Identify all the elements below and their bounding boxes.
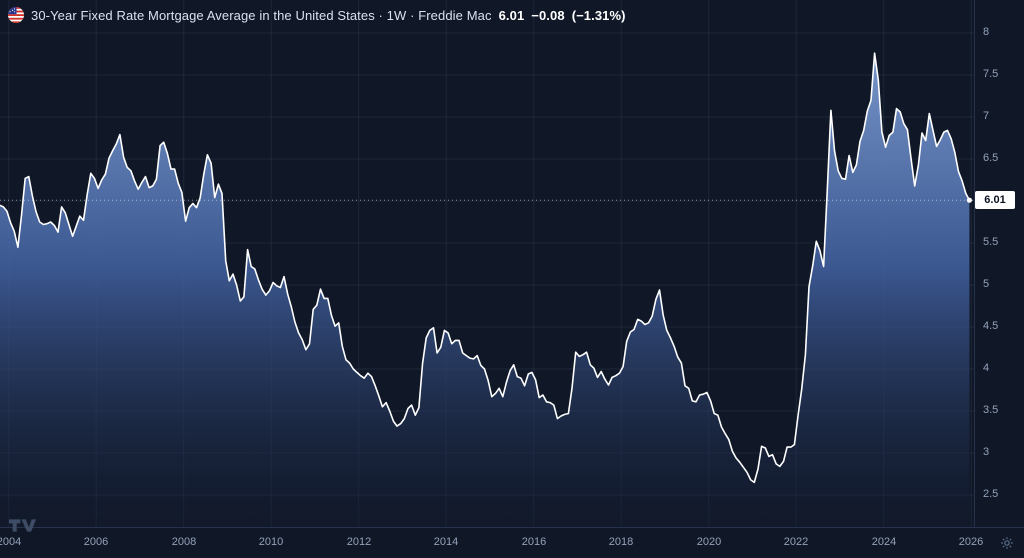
time-axis-tick: 2020 bbox=[696, 536, 722, 548]
time-axis-tick: 2004 bbox=[0, 536, 22, 548]
current-price-label: 6.01 bbox=[975, 191, 1015, 209]
time-axis-tick: 2014 bbox=[433, 536, 459, 548]
time-axis-tick: 2026 bbox=[958, 536, 984, 548]
price-change-percent: (−1.31%) bbox=[571, 7, 626, 23]
price-axis-tick: 6.5 bbox=[983, 152, 999, 164]
price-axis-tick: 4 bbox=[983, 362, 990, 374]
price-axis-tick: 7.5 bbox=[983, 68, 999, 80]
time-axis-tick: 2012 bbox=[346, 536, 372, 548]
price-axis-tick: 3.5 bbox=[983, 404, 999, 416]
gear-icon[interactable] bbox=[1000, 536, 1014, 555]
area-fill bbox=[0, 53, 970, 527]
price-axis-tick: 7 bbox=[983, 110, 990, 122]
time-axis-tick: 2022 bbox=[783, 536, 809, 548]
price-axis-tick: 3 bbox=[983, 446, 990, 458]
price-change: −0.08 bbox=[531, 7, 565, 23]
price-axis[interactable]: 6.01 87.576.565.554.543.532.5 bbox=[974, 0, 1024, 527]
time-axis-tick: 2016 bbox=[521, 536, 547, 548]
time-axis-tick: 2008 bbox=[171, 536, 197, 548]
symbol-title[interactable]: 30-Year Fixed Rate Mortgage Average in t… bbox=[31, 7, 492, 23]
time-axis[interactable]: 2004 2006 2008 2010 2012 2014 2016 2018 2020 2022… bbox=[0, 527, 1024, 558]
time-axis-tick: 2024 bbox=[871, 536, 897, 548]
chart-legend: 30-Year Fixed Rate Mortgage Average in t… bbox=[8, 7, 626, 23]
tradingview-logo-icon[interactable] bbox=[9, 519, 37, 537]
time-axis-tick: 2006 bbox=[83, 536, 109, 548]
price-axis-tick: 5.5 bbox=[983, 236, 999, 248]
price-axis-tick: 8 bbox=[983, 26, 990, 38]
last-price-marker bbox=[966, 197, 973, 203]
price-axis-tick: 2.5 bbox=[983, 488, 999, 500]
plot-area[interactable]: 30-Year Fixed Rate Mortgage Average in t… bbox=[0, 0, 974, 527]
time-axis-tick: 2018 bbox=[608, 536, 634, 548]
price-axis-tick: 4.5 bbox=[983, 320, 999, 332]
price-chart[interactable] bbox=[0, 0, 974, 527]
price-axis-tick: 5 bbox=[983, 278, 990, 290]
us-flag-icon bbox=[8, 7, 24, 23]
time-axis-tick: 2010 bbox=[258, 536, 284, 548]
last-price: 6.01 bbox=[498, 7, 525, 23]
price-line bbox=[0, 52, 971, 484]
